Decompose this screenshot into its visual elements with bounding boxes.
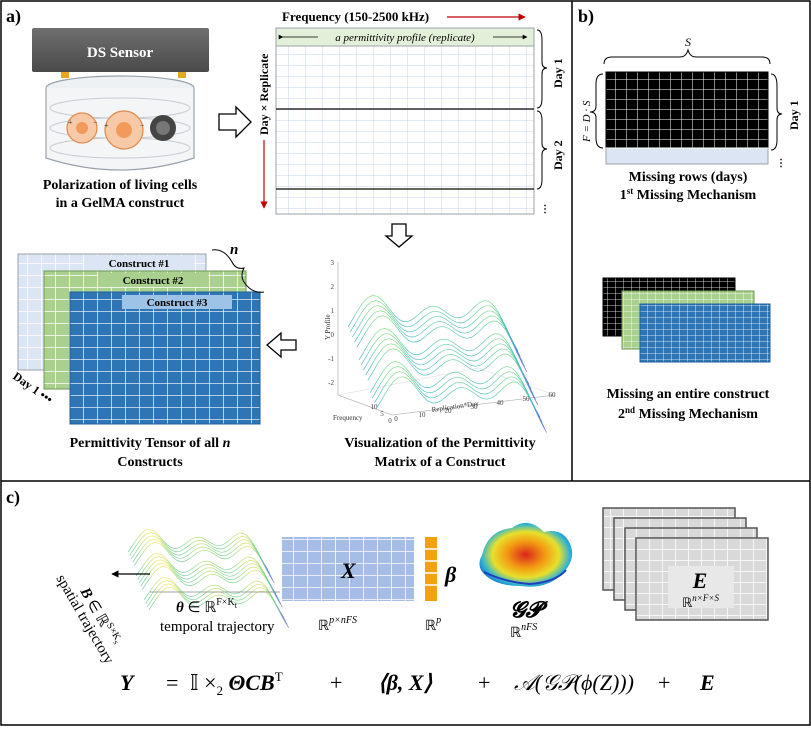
sensor-label: DS Sensor (87, 45, 154, 61)
missing-rows-caption-1: Missing rows (days) (629, 170, 748, 185)
tensor-caption-2: Constructs (117, 455, 183, 470)
polarization-caption-2: in a GelMA construct (56, 196, 185, 211)
plot-rep-tick: 50 (523, 395, 531, 403)
construct-stack: Construct #1 Construct #2 Construct #3 (17, 253, 261, 425)
day1-brace (536, 29, 548, 109)
temporal-trajectory-label: temporal trajectory (160, 619, 275, 635)
polarization-caption-1: Polarization of living cells (43, 178, 198, 193)
plot-rep-tick: 10 (419, 411, 427, 419)
down-arrow-icon (384, 223, 414, 248)
construct-2-label: Construct #2 (123, 275, 184, 287)
ds-sensor: DS Sensor (32, 28, 209, 78)
eq-term4: E (699, 670, 715, 695)
day1-label: Day 1 (551, 58, 565, 88)
f-label: F = D · S (581, 100, 593, 143)
eq-term1: 𝕀 ×2 ΘCBT (190, 669, 283, 698)
trajectory-3d-plot (127, 528, 290, 628)
theta-label: θ ∈ ℝF×Kt (176, 597, 238, 616)
svg-text:−: − (140, 121, 145, 130)
eq-equals: = (166, 670, 178, 695)
missing-construct-caption-2: 2nd Missing Mechanism (618, 405, 758, 422)
n-label: n (230, 242, 238, 258)
plot-freq-tick: 10 (371, 403, 379, 411)
frequency-label: Frequency (150-2500 kHz) (282, 9, 429, 24)
s-label: S (685, 35, 691, 49)
day2-label: Day 2 (551, 140, 565, 170)
plot-ylabel: Y Profile (324, 314, 332, 340)
replicate-row (275, 27, 535, 47)
eq-plus-2: + (478, 670, 490, 695)
plot-y-tick: 3 (331, 259, 335, 267)
eq-term2: ⟨β, X⟩ (378, 670, 433, 695)
n-brace (211, 249, 265, 293)
eq-plus-3: + (658, 670, 670, 695)
plot-xlabel-front: Frequency (333, 414, 363, 422)
gp-dim-label: ℝnFS (510, 622, 537, 641)
plot-rep-tick: 40 (497, 399, 505, 407)
construct-3-sheet (69, 291, 261, 425)
x-dim-label: ℝp×nFS (318, 615, 357, 634)
plot-y-tick: 0 (331, 331, 335, 339)
construct-1-label: Construct #1 (109, 258, 170, 270)
viz-caption-2: Matrix of a Construct (374, 455, 505, 470)
b-day1-label: Day 1 (787, 100, 801, 130)
missing-construct-stack (602, 277, 771, 363)
gelma-well-illustration: + − + − (45, 75, 195, 171)
day2-brace (536, 110, 548, 190)
plot-rep-tick: 0 (394, 415, 398, 423)
eq-plus-1: + (330, 670, 342, 695)
b-ellipsis: ⋮ (776, 158, 786, 169)
beta-vector: β (425, 537, 457, 601)
permittivity-matrix: a permittivity profile (replicate) (275, 27, 535, 215)
model-equation: Y = 𝕀 ×2 ΘCBT + ⟨β, X⟩ + 𝒜(𝒢𝒫(ϕ(Z))) + E (120, 669, 715, 698)
e-label: E (692, 568, 708, 593)
beta-dim-label: ℝp (425, 615, 441, 634)
panel-b-label: b) (578, 6, 594, 27)
svg-text:+: + (104, 121, 109, 130)
f-brace (589, 73, 604, 149)
missing-rows-caption-2: 1st Missing Mechanism (620, 186, 757, 203)
plot-rep-tick: 20 (445, 407, 453, 415)
eq-term3: 𝒜(𝒢𝒫(ϕ(Z))) (514, 670, 634, 695)
plot-y-tick: -1 (328, 355, 334, 363)
missing-rows-matrix (605, 71, 769, 165)
construct-3-label: Construct #3 (147, 297, 208, 309)
plot-y-tick: -2 (328, 379, 334, 387)
left-arrow-icon (266, 331, 297, 359)
plot-freq-tick: 0 (388, 417, 392, 425)
missing-construct-caption-1: Missing an entire construct (607, 387, 770, 402)
eq-y: Y (120, 670, 136, 695)
s-brace (603, 48, 771, 65)
plot-rep-tick: 30 (471, 403, 479, 411)
panel-c-label: c) (6, 487, 20, 508)
day-replicate-axis-label: Day × Replicate (257, 53, 271, 135)
svg-text:+: + (68, 118, 73, 127)
right-arrow-icon (218, 105, 252, 139)
svg-text:−: − (93, 118, 98, 127)
profile-label: a permittivity profile (replicate) (335, 32, 475, 44)
x-matrix: X (282, 537, 414, 601)
beta-label: β (444, 562, 457, 587)
gp-surface (479, 522, 573, 587)
e-tensor-stack: E ℝn×F×S (602, 507, 769, 621)
ellipsis-dots: ⋮ (540, 204, 550, 215)
x-label: X (340, 558, 357, 583)
plot-freq-tick: 5 (380, 410, 384, 418)
panel-a-label: a) (6, 6, 21, 27)
plot-y-tick: 1 (331, 307, 335, 315)
plot-y-tick: 2 (331, 283, 335, 291)
viz-caption-1: Visualization of the Permittivity (344, 436, 535, 451)
e-dim-label: ℝn×F×S (682, 593, 719, 610)
tensor-caption-1: Permittivity Tensor of all n (70, 436, 231, 451)
b-day1-brace (770, 73, 783, 151)
plot-rep-tick: 60 (549, 391, 557, 399)
gp-label: 𝓖𝓟 (510, 597, 548, 622)
